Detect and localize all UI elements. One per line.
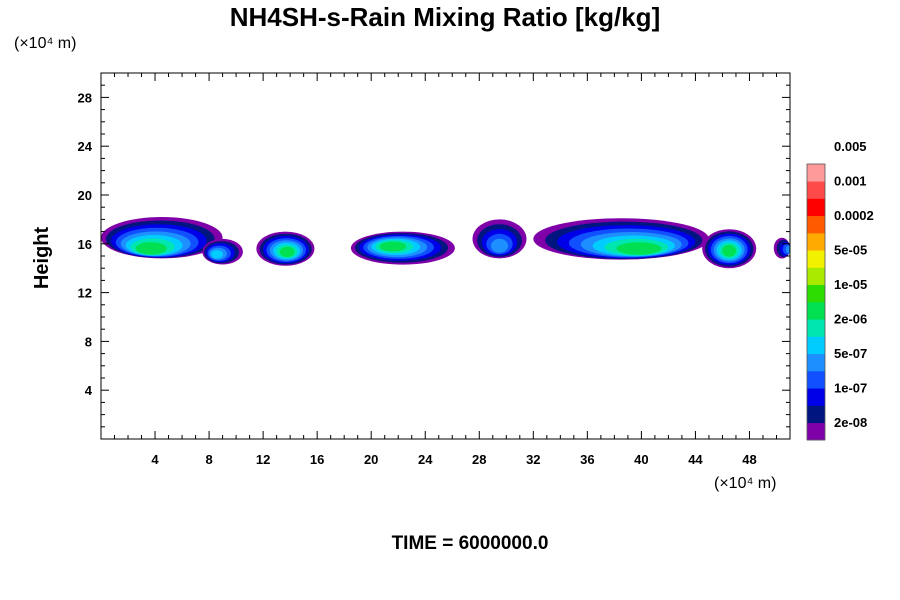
y-axis: 4 8 12 16 20 24 28 bbox=[78, 84, 790, 428]
y-tick-label: 12 bbox=[78, 286, 92, 301]
cell-3 bbox=[256, 231, 315, 266]
colorbar-swatch bbox=[807, 319, 825, 337]
y-axis-label: Height bbox=[31, 227, 53, 290]
colorbar-swatch bbox=[807, 405, 825, 424]
colorbar-label: 5e-05 bbox=[834, 242, 867, 257]
x-tick-label: 20 bbox=[364, 452, 378, 467]
y-tick-label: 20 bbox=[78, 188, 92, 203]
cell-5 bbox=[472, 219, 527, 259]
cell-8-level-4 bbox=[785, 245, 790, 254]
cell-2-level-5 bbox=[211, 250, 223, 259]
x-tick-label: 44 bbox=[688, 452, 703, 467]
colorbar-swatch bbox=[807, 336, 825, 355]
cell-2 bbox=[202, 238, 243, 265]
colorbar-swatch bbox=[807, 233, 825, 251]
cell-1 bbox=[101, 217, 223, 259]
colorbar-swatch bbox=[807, 250, 825, 268]
y-tick-label: 8 bbox=[85, 334, 92, 349]
x-tick-label: 32 bbox=[526, 452, 540, 467]
colorbar-label: 1e-05 bbox=[834, 277, 867, 292]
colorbar-swatch bbox=[807, 164, 825, 182]
cell-6-level-7 bbox=[616, 242, 662, 255]
colorbar-label: 0.0002 bbox=[834, 208, 874, 223]
cell-7-level-7 bbox=[722, 244, 737, 257]
x-tick-label: 4 bbox=[151, 452, 159, 467]
colorbar-label: 0.001 bbox=[834, 173, 867, 188]
y-tick-label: 4 bbox=[85, 383, 93, 398]
chart-title: NH4SH-s-Rain Mixing Ratio [kg/kg] bbox=[230, 2, 660, 32]
colorbar-swatch bbox=[807, 302, 825, 320]
x-tick-label: 40 bbox=[634, 452, 648, 467]
x-tick-label: 28 bbox=[472, 452, 486, 467]
colorbar-swatch bbox=[807, 284, 825, 303]
cell-1-level-7 bbox=[135, 242, 167, 255]
cell-8 bbox=[773, 237, 790, 259]
x-tick-label: 48 bbox=[742, 452, 756, 467]
x-unit-label: (×10⁴ m) bbox=[714, 475, 776, 492]
y-unit-label: (×10⁴ m) bbox=[14, 35, 76, 52]
cell-4-level-7 bbox=[379, 241, 407, 252]
colorbar-label: 1e-07 bbox=[834, 380, 867, 395]
cell-7 bbox=[702, 229, 757, 269]
colorbar-frame bbox=[806, 163, 826, 441]
x-tick-label: 16 bbox=[310, 452, 324, 467]
cell-5-level-4 bbox=[490, 238, 509, 253]
time-label: TIME = 6000000.0 bbox=[392, 533, 549, 554]
y-tick-label: 24 bbox=[78, 139, 93, 154]
colorbar-swatch bbox=[807, 267, 825, 286]
cell-6 bbox=[533, 218, 709, 260]
x-axis: 4 8 12 16 20 24 28 32 36 40 44 48 bbox=[114, 73, 777, 467]
colorbar-swatch bbox=[807, 181, 825, 199]
colorbar-swatch bbox=[807, 371, 825, 389]
y-tick-label: 16 bbox=[78, 237, 92, 252]
colorbar-swatch bbox=[807, 215, 825, 234]
colorbar: 2e-08 1e-07 5e-07 2e-06 1e-05 5e-05 0.0002 0.00… bbox=[806, 139, 874, 441]
colorbar-label: 0.005 bbox=[834, 139, 867, 154]
colorbar-swatch bbox=[807, 388, 825, 406]
y-tick-label: 28 bbox=[78, 90, 92, 105]
colorbar-swatch bbox=[807, 198, 825, 217]
contour-cells bbox=[101, 217, 790, 269]
colorbar-label: 2e-08 bbox=[834, 415, 867, 430]
x-tick-label: 24 bbox=[418, 452, 433, 467]
x-tick-label: 12 bbox=[256, 452, 270, 467]
x-tick-label: 36 bbox=[580, 452, 594, 467]
colorbar-label: 2e-06 bbox=[834, 311, 867, 326]
colorbar-label: 5e-07 bbox=[834, 346, 867, 361]
cell-4 bbox=[350, 231, 455, 265]
colorbar-swatch bbox=[807, 353, 825, 372]
colorbar-swatch bbox=[807, 422, 825, 441]
x-tick-label: 8 bbox=[205, 452, 212, 467]
cell-3-level-7 bbox=[279, 246, 295, 257]
